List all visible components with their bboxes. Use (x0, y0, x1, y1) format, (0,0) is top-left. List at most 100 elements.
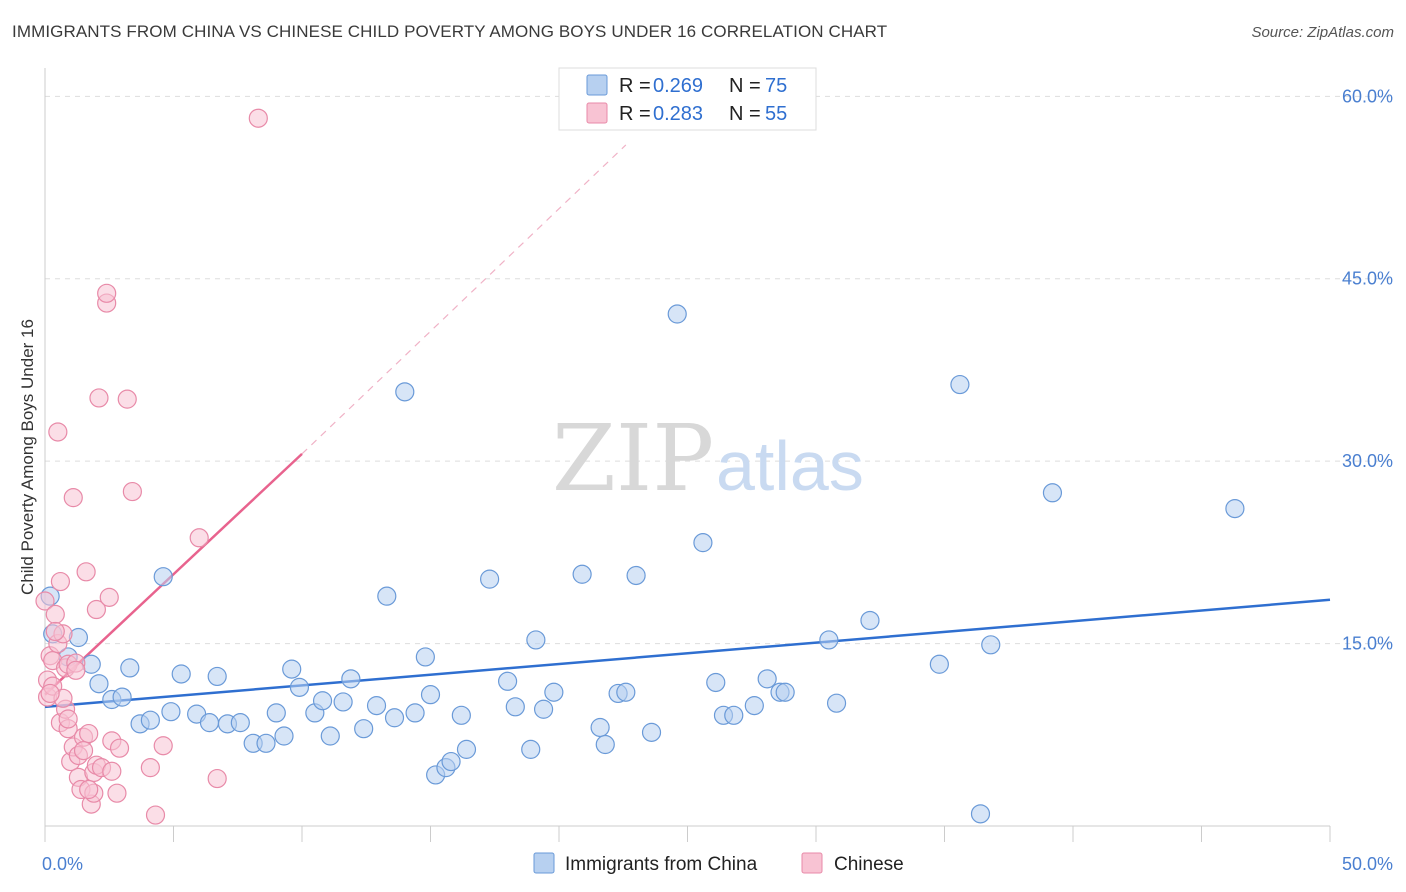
point-immigrants-from-china (415, 647, 435, 667)
y-tick-label: 45.0% (1342, 269, 1393, 289)
series-legend: Immigrants from China Chinese (533, 852, 904, 875)
point-immigrants-from-china (775, 682, 795, 702)
point-immigrants-from-china (616, 682, 636, 702)
point-immigrants-from-china (112, 687, 132, 707)
series-legend-label: Chinese (834, 854, 904, 875)
point-immigrants-from-china (289, 677, 310, 697)
point-chinese (40, 683, 60, 704)
point-immigrants-from-china (480, 569, 500, 589)
point-chinese (145, 805, 166, 825)
point-chinese (79, 779, 99, 800)
series-swatch-blue (533, 852, 555, 874)
x-tick-label: 0.0% (42, 854, 83, 874)
point-immigrants-from-china (526, 630, 546, 650)
watermark-atlas: atlas (716, 427, 864, 505)
point-immigrants-from-china (667, 304, 687, 324)
point-immigrants-from-china (757, 669, 777, 689)
point-immigrants-from-china (320, 726, 340, 746)
point-immigrants-from-china (207, 666, 227, 687)
legend-swatch-blue (586, 74, 608, 96)
point-immigrants-from-china (161, 702, 181, 722)
point-chinese (109, 738, 130, 758)
point-immigrants-from-china (981, 635, 1001, 655)
y-tick-label: 15.0% (1342, 634, 1393, 654)
y-tick-label: 30.0% (1342, 451, 1393, 471)
point-chinese (63, 488, 83, 508)
point-immigrants-from-china (366, 696, 387, 716)
point-chinese (97, 283, 117, 303)
point-immigrants-from-china (199, 713, 220, 733)
point-immigrants-from-china (693, 533, 713, 553)
trendline-chinese-extension (301, 144, 627, 455)
series-legend-label: Immigrants from China (565, 854, 758, 875)
point-chinese (122, 481, 142, 502)
point-chinese (79, 723, 99, 744)
point-chinese (107, 783, 127, 803)
point-immigrants-from-china (572, 564, 592, 584)
point-immigrants-from-china (724, 705, 744, 725)
point-chinese (35, 591, 55, 611)
point-immigrants-from-china (826, 693, 847, 713)
point-chinese (117, 389, 137, 409)
point-chinese (48, 422, 68, 442)
point-immigrants-from-china (456, 739, 477, 759)
point-immigrants-from-china (521, 739, 541, 759)
point-immigrants-from-china (706, 672, 726, 693)
point-immigrants-from-china (405, 703, 425, 723)
point-immigrants-from-china (1042, 483, 1063, 503)
point-immigrants-from-china (641, 722, 662, 742)
point-chinese (89, 388, 109, 408)
point-chinese (102, 761, 122, 781)
legend-swatch-pink (586, 102, 608, 124)
point-immigrants-from-china (441, 751, 461, 772)
point-immigrants-from-china (505, 697, 525, 717)
point-immigrants-from-china (929, 654, 949, 674)
source-label: Source: ZipAtlas.com (1251, 24, 1394, 41)
x-tick-labels: 0.0% 50.0% (42, 854, 1393, 874)
legend-r-label: R = (619, 103, 651, 125)
legend-n-label: N = (729, 103, 761, 125)
point-immigrants-from-china (266, 703, 286, 723)
point-chinese (66, 660, 86, 680)
point-immigrants-from-china (171, 664, 191, 684)
point-chinese (189, 528, 209, 548)
point-immigrants-from-china (230, 713, 250, 733)
grid-lines (45, 95, 1394, 645)
y-axis-label: Child Poverty Among Boys Under 16 (18, 319, 37, 595)
point-immigrants-from-china (860, 610, 880, 631)
trendline-chinese (44, 452, 303, 696)
point-immigrants-from-china (282, 659, 302, 679)
point-immigrants-from-china (377, 586, 397, 606)
point-chinese (153, 736, 173, 756)
legend-r-label: R = (619, 75, 651, 97)
point-chinese (86, 599, 107, 620)
point-immigrants-from-china (744, 696, 764, 716)
legend-n-value: 75 (765, 75, 787, 97)
x-tick-label: 50.0% (1342, 854, 1393, 874)
point-immigrants-from-china (341, 669, 361, 689)
watermark: ZIP atlas (552, 405, 864, 512)
point-immigrants-from-china (420, 685, 441, 705)
legend-r-value: 0.269 (653, 75, 703, 97)
series-swatch-pink (801, 852, 823, 874)
point-immigrants-from-china (590, 717, 610, 738)
legend-n-value: 55 (765, 103, 787, 125)
trend-lines (44, 144, 1331, 709)
point-immigrants-from-china (626, 565, 646, 586)
correlation-legend: R = 0.269 N = 75 R = 0.283 N = 55 (558, 67, 817, 131)
data-points (35, 108, 1245, 825)
watermark-zip: ZIP (552, 405, 714, 512)
legend-n-label: N = (729, 75, 761, 97)
point-immigrants-from-china (595, 734, 615, 755)
point-chinese (140, 758, 160, 778)
point-immigrants-from-china (498, 671, 518, 691)
point-chinese (50, 571, 71, 592)
y-tick-label: 60.0% (1342, 86, 1393, 106)
point-immigrants-from-china (256, 733, 276, 753)
point-chinese (207, 768, 227, 789)
point-immigrants-from-china (970, 804, 991, 824)
point-immigrants-from-china (354, 719, 374, 739)
point-immigrants-from-china (1225, 498, 1245, 519)
point-immigrants-from-china (950, 374, 970, 395)
